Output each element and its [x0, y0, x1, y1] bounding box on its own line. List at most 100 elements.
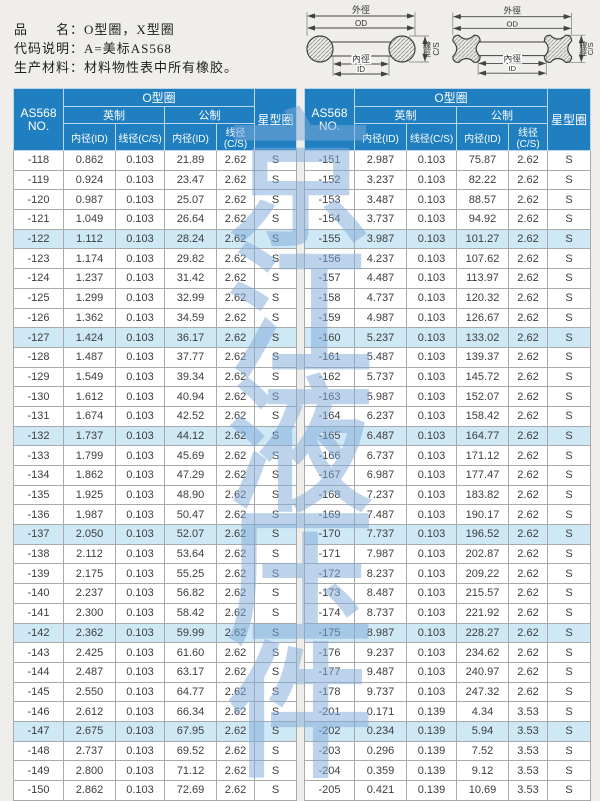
cell-cs-mm: 2.62 — [507, 366, 549, 388]
cell-id-mm: 48.90 — [164, 484, 217, 506]
cell-cs-inch: 0.139 — [406, 720, 457, 742]
cell-id-inch: 0.234 — [354, 720, 407, 742]
cell-as568-no: -150 — [13, 780, 64, 801]
cell-as568-no: -161 — [304, 346, 355, 368]
cell-as568-no: -153 — [304, 189, 355, 211]
cell-star-mark: S — [547, 622, 592, 644]
cell-star-mark: S — [254, 268, 298, 289]
cell-id-mm: 177.47 — [456, 465, 509, 486]
cell-star-mark: S — [547, 327, 592, 348]
table-row: -131 1.674 0.103 42.52 2.62 S — [13, 405, 298, 427]
cell-cs-inch: 0.103 — [115, 346, 165, 368]
cell-star-mark: S — [254, 169, 298, 191]
cell-as568-no: -146 — [13, 701, 64, 722]
cell-cs-inch: 0.103 — [406, 209, 457, 230]
cell-cs-inch: 0.103 — [115, 720, 165, 742]
cell-star-mark: S — [547, 543, 592, 565]
cell-star-mark: S — [547, 386, 592, 407]
cell-id-mm: 152.07 — [456, 386, 509, 407]
cell-id-inch: 4.737 — [354, 287, 407, 309]
cell-as568-no: -174 — [304, 602, 355, 624]
cell-cs-mm: 3.53 — [507, 760, 549, 781]
id-label-cn: 內徑 — [352, 53, 370, 64]
cell-cs-mm: 3.53 — [507, 701, 549, 722]
cell-star-mark: S — [547, 740, 592, 762]
cell-id-mm: 58.42 — [164, 602, 217, 624]
col-header-star-ring: 星型圈 — [254, 88, 298, 151]
cell-star-mark: S — [254, 602, 298, 624]
table-row: -203 0.296 0.139 7.52 3.53 S — [304, 740, 592, 762]
cell-star-mark: S — [254, 307, 298, 329]
table-row: -132 1.737 0.103 44.12 2.62 S — [13, 425, 298, 447]
as568-label: AS568 — [311, 105, 348, 120]
cell-star-mark: S — [254, 524, 298, 545]
table-row: -159 4.987 0.103 126.67 2.62 S — [304, 307, 592, 329]
cell-cs-inch: 0.103 — [115, 504, 165, 526]
id-label-cn: 內徑 — [503, 52, 521, 63]
table-row: -202 0.234 0.139 5.94 3.53 S — [304, 720, 592, 742]
cell-cs-mm: 2.62 — [215, 465, 256, 486]
cell-cs-mm: 2.62 — [507, 346, 549, 368]
cell-star-mark: S — [254, 209, 298, 230]
cell-star-mark: S — [547, 701, 592, 722]
cell-id-inch: 2.675 — [63, 720, 116, 742]
cell-as568-no: -141 — [13, 602, 64, 624]
cell-cs-inch: 0.103 — [115, 484, 165, 506]
cell-as568-no: -164 — [304, 405, 355, 427]
cell-star-mark: S — [254, 228, 298, 250]
cell-cs-mm: 2.62 — [507, 150, 549, 171]
cell-as568-no: -137 — [13, 524, 64, 545]
cell-cs-mm: 2.62 — [215, 425, 256, 447]
cell-cs-mm: 2.62 — [507, 287, 549, 309]
cell-star-mark: S — [254, 465, 298, 486]
cell-as568-no: -151 — [304, 150, 355, 171]
cell-as568-no: -168 — [304, 484, 355, 506]
cell-cs-inch: 0.103 — [406, 248, 457, 270]
cell-id-inch: 4.487 — [354, 268, 407, 289]
cell-cs-mm: 2.62 — [215, 445, 256, 466]
cell-star-mark: S — [547, 484, 592, 506]
cell-id-inch: 1.237 — [63, 268, 116, 289]
table-row: -175 8.987 0.103 228.27 2.62 S — [304, 622, 592, 644]
cell-cs-mm: 2.62 — [507, 543, 549, 565]
cell-cs-mm: 2.62 — [215, 189, 256, 211]
cell-cs-inch: 0.103 — [115, 425, 165, 447]
cell-cs-mm: 2.62 — [215, 484, 256, 506]
table-row: -149 2.800 0.103 71.12 2.62 S — [13, 760, 298, 781]
od-label-cn: 外徑 — [352, 4, 370, 15]
cell-id-mm: 55.25 — [164, 563, 217, 585]
cell-id-inch: 2.550 — [63, 681, 116, 703]
cell-id-mm: 234.62 — [456, 642, 509, 663]
table-row: -144 2.487 0.103 63.17 2.62 S — [13, 661, 298, 683]
cell-star-mark: S — [254, 405, 298, 427]
cell-cs-mm: 2.62 — [215, 701, 256, 722]
cell-cs-mm: 2.62 — [215, 346, 256, 368]
cell-cs-mm: 2.62 — [507, 465, 549, 486]
col-header-id-mm: 内径(ID) — [456, 123, 509, 151]
cell-as568-no: -138 — [13, 543, 64, 565]
cell-id-mm: 71.12 — [164, 760, 217, 781]
cell-cs-inch: 0.103 — [406, 563, 457, 585]
table-row: -130 1.612 0.103 40.94 2.62 S — [13, 386, 298, 407]
cell-id-inch: 1.299 — [63, 287, 116, 309]
cell-as568-no: -120 — [13, 189, 64, 211]
cell-id-mm: 215.57 — [456, 583, 509, 604]
cell-id-mm: 34.59 — [164, 307, 217, 329]
table-row: -140 2.237 0.103 56.82 2.62 S — [13, 583, 298, 604]
cell-id-inch: 2.487 — [63, 661, 116, 683]
xring-diagram: 外徑 OD 內徑 ID 線徑 C/S — [452, 3, 594, 76]
table-row: -127 1.424 0.103 36.17 2.62 S — [13, 327, 298, 348]
cell-as568-no: -121 — [13, 209, 64, 230]
cell-id-inch: 0.359 — [354, 760, 407, 781]
cell-id-inch: 1.049 — [63, 209, 116, 230]
table-row: -151 2.987 0.103 75.87 2.62 S — [304, 150, 592, 171]
cell-cs-mm: 2.62 — [507, 228, 549, 250]
cell-id-mm: 47.29 — [164, 465, 217, 486]
table-row: -158 4.737 0.103 120.32 2.62 S — [304, 287, 592, 309]
cell-id-mm: 228.27 — [456, 622, 509, 644]
cell-id-inch: 0.862 — [63, 150, 116, 171]
table-row: -204 0.359 0.139 9.12 3.53 S — [304, 760, 592, 781]
cs-label-en: C/S — [586, 42, 594, 55]
cell-star-mark: S — [547, 307, 592, 329]
cell-id-mm: 32.99 — [164, 287, 217, 309]
